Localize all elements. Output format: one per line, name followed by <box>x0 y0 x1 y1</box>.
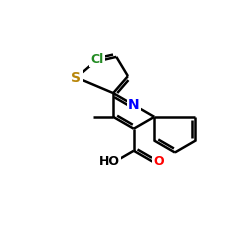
Text: N: N <box>128 98 140 112</box>
Text: O: O <box>154 155 164 168</box>
Text: Cl: Cl <box>90 53 104 66</box>
Text: HO: HO <box>99 155 120 168</box>
Text: S: S <box>71 70 81 85</box>
